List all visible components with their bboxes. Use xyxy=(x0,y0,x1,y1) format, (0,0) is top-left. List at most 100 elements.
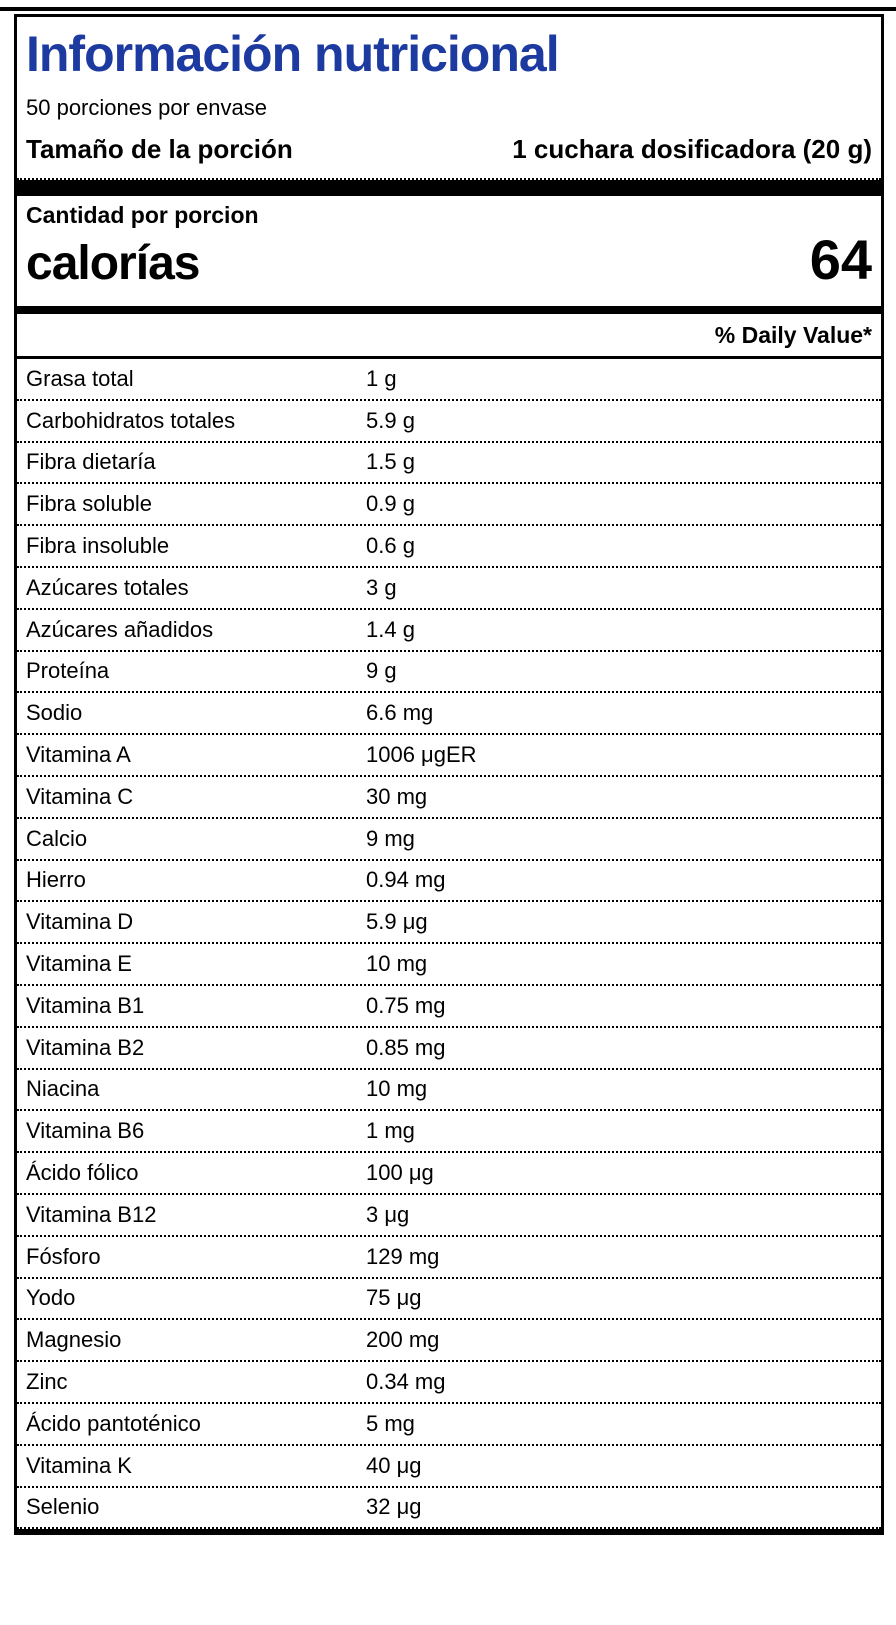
nutrient-amount: 3 μg xyxy=(366,1201,410,1227)
table-row: Niacina 10 mg xyxy=(17,1070,881,1112)
nutrient-amount: 6.6 mg xyxy=(366,700,434,726)
nutrient-name: Fibra soluble xyxy=(26,491,152,517)
table-row: Fibra insoluble 0.6 g xyxy=(17,526,881,568)
nutrient-name: Vitamina A xyxy=(26,742,131,768)
nutrient-name: Vitamina C xyxy=(26,783,134,809)
nutrient-name: Fibra insoluble xyxy=(26,533,170,559)
table-row: Vitamina B6 1 mg xyxy=(17,1111,881,1154)
nutrient-name: Vitamina B12 xyxy=(26,1201,157,1227)
table-row: Vitamina D 5.9 μg xyxy=(17,902,881,945)
calories-value: 64 xyxy=(809,228,872,291)
table-row: Vitamina B1 0.75 mg xyxy=(17,986,881,1028)
table-row: Selenio 32 μg xyxy=(17,1488,881,1530)
nutrient-amount: 0.9 g xyxy=(366,491,415,517)
table-row: Vitamina A 1006 μgER xyxy=(17,735,881,777)
nutrient-name: Proteína xyxy=(26,658,110,684)
nutrient-amount: 0.75 mg xyxy=(366,992,446,1018)
table-row: Hierro 0.94 mg xyxy=(17,861,881,903)
nutrient-amount: 5.9 g xyxy=(366,407,415,433)
nutrient-name: Azúcares añadidos xyxy=(26,616,214,642)
nutrient-amount: 30 mg xyxy=(366,783,428,809)
nutrient-name: Vitamina K xyxy=(26,1452,132,1478)
nutrient-name: Magnesio xyxy=(26,1327,122,1353)
table-row: Sodio 6.6 mg xyxy=(17,693,881,736)
nutrient-name: Sodio xyxy=(26,700,83,726)
table-row: Grasa total 1 g xyxy=(17,359,881,401)
nutrient-amount: 9 mg xyxy=(366,825,415,851)
nutrient-amount: 1 mg xyxy=(366,1118,415,1144)
nutrient-amount: 0.34 mg xyxy=(366,1369,446,1395)
page-title: Información nutricional xyxy=(26,26,560,82)
nutrient-amount: 10 mg xyxy=(366,1076,428,1102)
nutrient-amount: 75 μg xyxy=(366,1285,422,1311)
nutrient-name: Vitamina D xyxy=(26,909,134,935)
table-row: Vitamina B2 0.85 mg xyxy=(17,1028,881,1070)
table-row: Azúcares añadidos 1.4 g xyxy=(17,610,881,652)
nutrient-name: Selenio xyxy=(26,1494,100,1520)
table-row: Vitamina B12 3 μg xyxy=(17,1195,881,1237)
calories-section: Cantidad por porcion calorías 64 xyxy=(17,196,881,314)
nutrient-name: Ácido pantoténico xyxy=(26,1410,201,1436)
nutrient-amount: 5 mg xyxy=(366,1410,415,1436)
nutrient-name: Vitamina B1 xyxy=(26,992,145,1018)
nutrient-name: Fósforo xyxy=(26,1243,101,1269)
calories-label: calorías xyxy=(26,237,200,290)
nutrient-amount: 0.6 g xyxy=(366,533,415,559)
nutrient-table: Grasa total 1 g Carbohidratos totales 5.… xyxy=(17,359,881,1530)
amount-per-serving-label: Cantidad por porcion xyxy=(26,202,259,228)
nutrient-amount: 200 mg xyxy=(366,1327,440,1353)
serving-size-value: 1 cuchara dosificadora (20 g) xyxy=(512,134,872,164)
table-row: Vitamina E 10 mg xyxy=(17,944,881,986)
nutrient-amount: 1 g xyxy=(366,365,397,391)
nutrient-amount: 1006 μgER xyxy=(366,742,477,768)
table-row: Vitamina C 30 mg xyxy=(17,777,881,819)
nutrient-name: Vitamina E xyxy=(26,951,132,977)
table-row: Carbohidratos totales 5.9 g xyxy=(17,401,881,443)
table-row: Azúcares totales 3 g xyxy=(17,568,881,610)
nutrient-amount: 32 μg xyxy=(366,1494,422,1520)
nutrient-amount: 40 μg xyxy=(366,1452,422,1478)
nutrient-amount: 5.9 μg xyxy=(366,909,428,935)
nutrition-facts-label: Información nutricional 50 porciones por… xyxy=(14,14,884,1536)
nutrient-name: Grasa total xyxy=(26,365,134,391)
nutrient-name: Vitamina B2 xyxy=(26,1034,145,1060)
servings-per-container: 50 porciones por envase xyxy=(26,95,267,120)
nutrient-amount: 100 μg xyxy=(366,1160,434,1186)
nutrient-name: Niacina xyxy=(26,1076,100,1102)
table-row: Magnesio 200 mg xyxy=(17,1320,881,1363)
table-row: Fibra soluble 0.9 g xyxy=(17,484,881,527)
nutrient-amount: 3 g xyxy=(366,574,397,600)
table-row: Calcio 9 mg xyxy=(17,819,881,861)
nutrient-name: Carbohidratos totales xyxy=(26,407,236,433)
nutrient-amount: 0.85 mg xyxy=(366,1034,446,1060)
serving-size-row: Tamaño de la porción 1 cuchara dosificad… xyxy=(26,127,872,172)
nutrient-name: Ácido fólico xyxy=(26,1160,139,1186)
nutrient-name: Azúcares totales xyxy=(26,574,189,600)
table-row: Ácido pantoténico 5 mg xyxy=(17,1404,881,1446)
table-row: Vitamina K 40 μg xyxy=(17,1446,881,1488)
nutrient-name: Fibra dietaría xyxy=(26,449,156,475)
nutrient-name: Vitamina B6 xyxy=(26,1118,145,1144)
table-row: Proteína 9 g xyxy=(17,652,881,694)
nutrient-amount: 10 mg xyxy=(366,951,428,977)
nutrient-name: Calcio xyxy=(26,825,88,851)
nutrient-name: Hierro xyxy=(26,867,86,893)
nutrient-amount: 1.5 g xyxy=(366,449,415,475)
nutrient-name: Yodo xyxy=(26,1285,76,1311)
top-divider-line xyxy=(0,7,896,11)
table-row: Yodo 75 μg xyxy=(17,1279,881,1321)
section-divider-thick xyxy=(17,180,881,196)
table-row: Ácido fólico 100 μg xyxy=(17,1153,881,1195)
table-row: Zinc 0.34 mg xyxy=(17,1362,881,1404)
table-row: Fibra dietaría 1.5 g xyxy=(17,443,881,485)
table-row: Fósforo 129 mg xyxy=(17,1237,881,1279)
nutrient-amount: 1.4 g xyxy=(366,616,415,642)
nutrient-amount: 129 mg xyxy=(366,1243,440,1269)
nutrient-amount: 0.94 mg xyxy=(366,867,446,893)
nutrient-amount: 9 g xyxy=(366,658,397,684)
label-header-section: Información nutricional 50 porciones por… xyxy=(17,17,881,180)
nutrient-name: Zinc xyxy=(26,1369,68,1395)
daily-value-header: % Daily Value* xyxy=(17,314,881,359)
calories-row: calorías 64 xyxy=(26,230,872,294)
serving-size-label: Tamaño de la porción xyxy=(26,134,293,164)
